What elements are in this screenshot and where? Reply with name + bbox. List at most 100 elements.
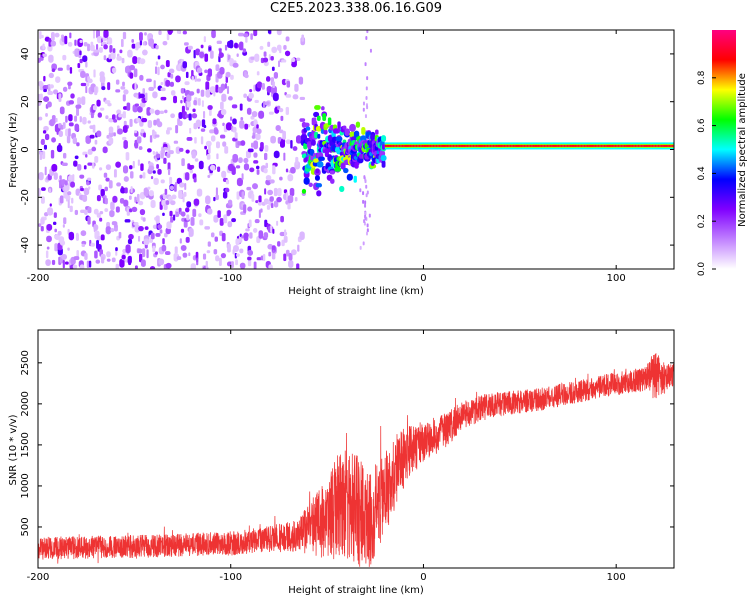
snr-series-line (38, 353, 674, 567)
noise-cell (225, 71, 231, 78)
noise-cell (175, 213, 180, 217)
noise-cell (106, 134, 110, 139)
carrier-core (486, 144, 489, 147)
transition-cell (353, 130, 360, 139)
transition-cell (327, 117, 332, 126)
noise-cell (365, 231, 368, 236)
spectrogram-cells (38, 30, 674, 269)
noise-cell (147, 148, 152, 153)
transition-cell (303, 177, 310, 185)
noise-cell (285, 106, 289, 116)
carrier-core (472, 144, 475, 147)
noise-cell (74, 115, 78, 122)
carrier-core (475, 144, 478, 147)
noise-cell (281, 59, 287, 63)
carrier-core (463, 144, 466, 147)
noise-cell (186, 201, 192, 208)
transition-cell (381, 144, 386, 150)
snr-x-axis-label: Height of straight line (km) (288, 585, 424, 596)
noise-cell (167, 168, 171, 176)
noise-cell (42, 151, 46, 160)
noise-cell (250, 33, 253, 40)
carrier-core (636, 144, 639, 147)
carrier-core (583, 144, 586, 147)
carrier-core (398, 144, 401, 147)
noise-cell (294, 197, 298, 202)
noise-cell (164, 251, 171, 256)
noise-cell (279, 49, 282, 54)
carrier-core (454, 144, 457, 147)
noise-cell (74, 48, 80, 57)
noise-cell (129, 165, 133, 170)
noise-cell (150, 232, 155, 240)
noise-cell (268, 54, 271, 61)
noise-cell (254, 53, 260, 63)
noise-cell (109, 44, 113, 53)
noise-cell (164, 188, 168, 195)
noise-cell (100, 188, 105, 197)
noise-cell (157, 224, 163, 230)
noise-cell (142, 172, 146, 179)
transition-cell (313, 111, 320, 118)
carrier-core (614, 144, 617, 147)
noise-cell (234, 132, 238, 139)
noise-cell (155, 215, 160, 224)
noise-cell (188, 91, 195, 96)
carrier-core (591, 144, 594, 147)
noise-cell (92, 162, 95, 169)
carrier-core (482, 144, 484, 147)
noise-cell (92, 30, 96, 39)
noise-cell (120, 86, 126, 90)
noise-cell (39, 151, 43, 160)
carrier-core (392, 144, 395, 147)
carrier-core (432, 144, 435, 147)
noise-cell (139, 58, 146, 65)
noise-cell (188, 164, 193, 170)
noise-cell (287, 194, 294, 204)
noise-cell (122, 165, 129, 174)
noise-cell (176, 30, 180, 34)
noise-cell (168, 196, 173, 202)
noise-cell (87, 206, 92, 214)
noise-cell (201, 100, 204, 107)
noise-cell (247, 148, 254, 153)
noise-cell (56, 144, 63, 153)
carrier-core (625, 144, 628, 147)
noise-cell (102, 146, 108, 154)
noise-cell (96, 99, 101, 107)
noise-cell (209, 129, 215, 134)
carrier-core (603, 144, 606, 147)
noise-cell (111, 221, 118, 226)
noise-cell (64, 261, 69, 265)
noise-cell (43, 75, 46, 82)
noise-cell (51, 114, 56, 124)
carrier-core (522, 144, 524, 147)
noise-cell (242, 48, 247, 53)
carrier-core (569, 144, 572, 147)
snr-x-ticks: -200 -100 0 100 (27, 330, 626, 583)
noise-cell (48, 188, 51, 193)
noise-cell (251, 135, 256, 139)
carrier-core (495, 144, 498, 147)
noise-cell (256, 169, 260, 175)
noise-cell (87, 216, 91, 225)
transition-cell (316, 161, 324, 168)
noise-cell (204, 226, 211, 230)
noise-cell (87, 120, 91, 124)
noise-cell (122, 94, 126, 102)
y-tick-label: 20 (20, 95, 31, 108)
noise-cell (123, 199, 129, 207)
noise-cell (74, 123, 80, 132)
noise-cell (94, 86, 98, 96)
transition-cell (322, 113, 327, 121)
noise-cell (128, 195, 132, 200)
noise-cell (129, 64, 136, 71)
carrier-core (443, 144, 446, 147)
noise-cell (113, 119, 118, 123)
noise-cell (185, 207, 190, 213)
noise-cell (154, 134, 160, 138)
noise-cell (291, 61, 297, 68)
noise-cell (179, 238, 182, 244)
noise-cell (194, 158, 199, 162)
noise-cell (130, 171, 134, 179)
